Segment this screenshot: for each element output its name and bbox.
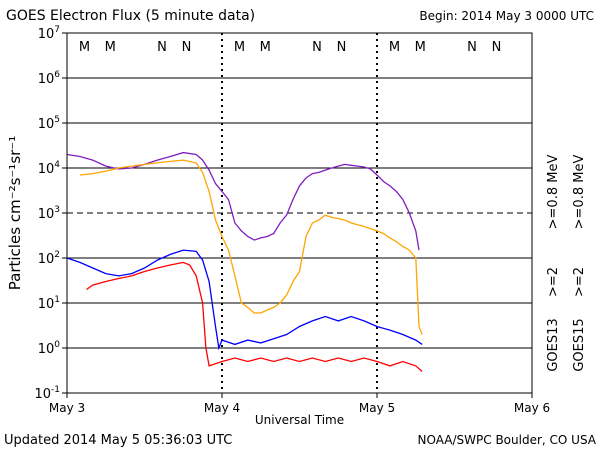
event-marker: M (260, 40, 271, 55)
event-marker: M (415, 40, 426, 55)
y-tick-label: 106 (38, 70, 61, 87)
credit-label: NOAA/SWPC Boulder, CO USA (418, 433, 597, 447)
event-marker: M (79, 40, 90, 55)
begin-date: Begin: 2014 May 3 0000 UTC (419, 9, 594, 23)
event-marker: N (467, 40, 477, 55)
legend-entry: >=2 (546, 267, 561, 297)
legend-entry: >=2 (572, 267, 587, 297)
y-tick-label: 102 (38, 250, 60, 267)
updated-timestamp: Updated 2014 May 5 05:36:03 UTC (4, 433, 232, 448)
series-line (86, 261, 423, 372)
x-tick-label: May 4 (204, 401, 240, 415)
y-tick-label: 105 (38, 115, 60, 132)
legend-entry: >=0.8 MeV (546, 155, 561, 230)
event-marker: M (234, 40, 245, 55)
legend: >=0.8 MeV >=0.8 MeV >=2 >=2 GOES13 GOES15 (546, 155, 587, 372)
y-tick-label: 100 (38, 340, 61, 357)
y-axis-label: Particles cm⁻²s⁻¹sr⁻¹ (6, 136, 24, 290)
y-tick-label: 104 (38, 160, 61, 177)
legend-entry: GOES13 (546, 318, 561, 371)
series-group (66, 151, 423, 372)
event-marker: M (389, 40, 400, 55)
x-tick-label: May 6 (514, 401, 550, 415)
x-tick-label: May 5 (359, 401, 395, 415)
series-line (66, 151, 420, 251)
y-tick-label: 10-1 (34, 385, 60, 402)
chart-title: GOES Electron Flux (5 minute data) (6, 8, 255, 24)
event-marker: N (157, 40, 167, 55)
legend-entry: GOES15 (572, 318, 587, 371)
y-tick-label: 101 (38, 295, 60, 312)
legend-entry: >=0.8 MeV (572, 155, 587, 230)
event-marker: N (312, 40, 322, 55)
event-marker: M (105, 40, 116, 55)
y-tick-label: 107 (38, 25, 60, 42)
series-line (79, 159, 423, 335)
event-marker: N (182, 40, 192, 55)
y-axis-ticks: 10-1 100 101 102 103 104 105 106 107 (34, 25, 67, 402)
x-tick-label: May 3 (49, 401, 85, 415)
gridlines (67, 77, 532, 349)
series-line (66, 249, 423, 351)
event-marker: N (492, 40, 502, 55)
x-axis-ticks: May 3 May 4 May 5 May 6 (49, 393, 550, 415)
x-axis-label: Universal Time (255, 413, 344, 427)
day-dividers (221, 33, 378, 393)
y-tick-label: 103 (38, 205, 60, 222)
event-marker: N (337, 40, 347, 55)
